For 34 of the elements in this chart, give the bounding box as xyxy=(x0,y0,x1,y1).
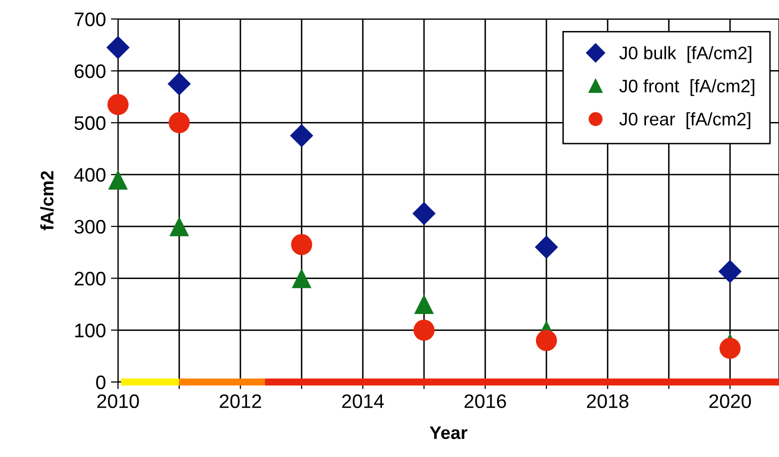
point xyxy=(534,236,558,259)
x-tick-label: 2018 xyxy=(586,394,628,408)
y-axis-title: fA/cm2 xyxy=(40,171,54,230)
x-tick-label: 2010 xyxy=(97,394,139,408)
y-tick-label: 600 xyxy=(74,64,106,78)
point xyxy=(168,72,191,96)
x-tick-label: 2012 xyxy=(220,394,262,408)
point xyxy=(169,216,190,236)
y-tick-label: 300 xyxy=(74,220,106,234)
point xyxy=(108,170,128,190)
point xyxy=(291,234,312,256)
point xyxy=(718,260,742,284)
point xyxy=(414,294,434,314)
y-tick-label: 0 xyxy=(96,375,106,390)
x-tick-label: 2016 xyxy=(464,394,506,408)
point xyxy=(107,94,129,116)
y-tick-label: 100 xyxy=(75,324,106,338)
x-tick-label: 2020 xyxy=(709,394,751,408)
point xyxy=(536,330,557,352)
legend-label: J0 bulk [fA/cm2] xyxy=(619,46,752,63)
point xyxy=(412,202,436,226)
y-tick-label: 400 xyxy=(74,168,106,182)
point xyxy=(413,320,435,341)
legend-label: J0 rear [fA/cm2] xyxy=(619,112,750,130)
x-axis-title: Year xyxy=(430,426,468,440)
y-tick-label: 700 xyxy=(74,12,106,26)
point xyxy=(168,112,190,134)
y-tick-label: 200 xyxy=(74,272,106,286)
y-tick-label: 500 xyxy=(74,116,106,130)
legend-label: J0 front [fA/cm2] xyxy=(619,79,754,96)
point xyxy=(290,124,314,148)
point xyxy=(106,36,130,60)
point xyxy=(292,268,312,288)
x-tick-label: 2014 xyxy=(342,394,384,408)
